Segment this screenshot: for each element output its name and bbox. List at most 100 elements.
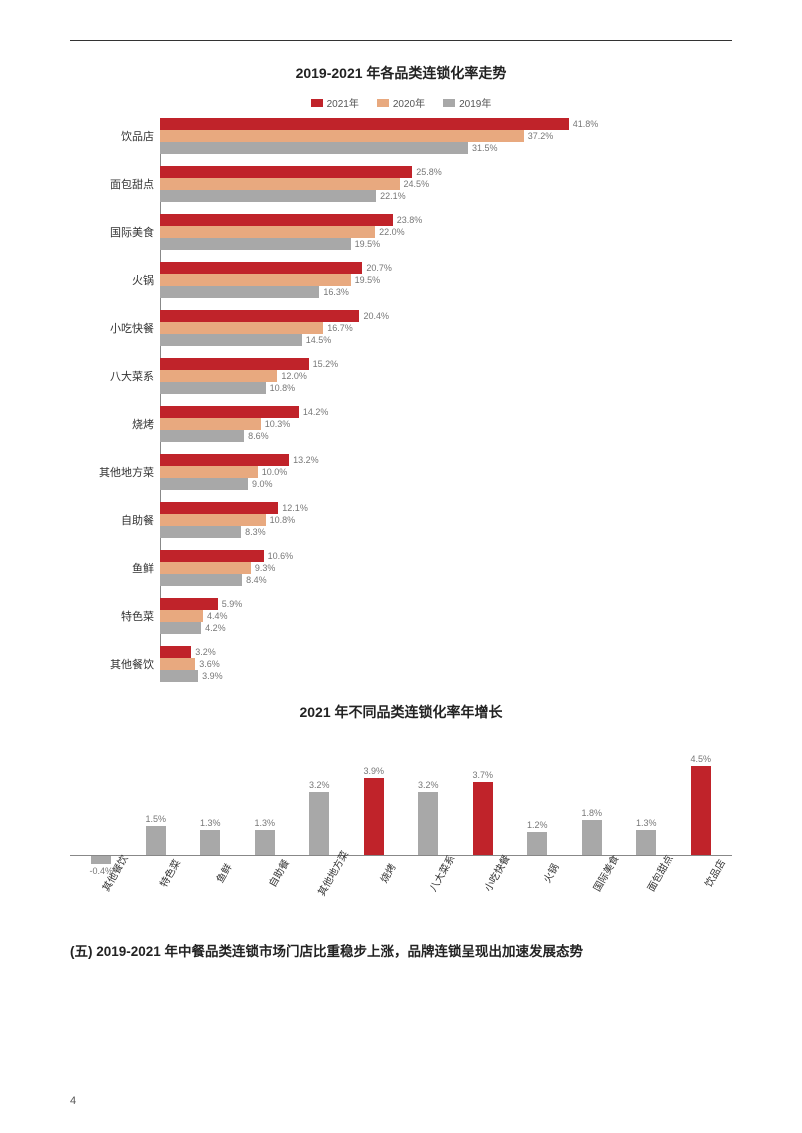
hbar-category-label: 其他地方菜: [70, 464, 154, 480]
hbar-group: 自助餐12.1%10.8%8.3%: [160, 502, 732, 538]
hbar-value: 8.4%: [246, 575, 267, 585]
hbar-group: 面包甜点25.8%24.5%22.1%: [160, 166, 732, 202]
hbar-group: 国际美食23.8%22.0%19.5%: [160, 214, 732, 250]
hbar-group: 小吃快餐20.4%16.7%14.5%: [160, 310, 732, 346]
hbar: 31.5%: [160, 142, 468, 154]
vbar-category-labels: 其他餐饮特色菜鱼鲜自助餐其他地方菜烧烤八大菜系小吃快餐火锅国际美食面包甜点饮品店: [70, 856, 732, 916]
hbar: 22.0%: [160, 226, 375, 238]
vbar-value: 3.2%: [309, 780, 330, 790]
legend-label-2020: 2020年: [393, 95, 425, 110]
hbar-group: 火锅20.7%19.5%16.3%: [160, 262, 732, 298]
hbar-value: 3.6%: [199, 659, 220, 669]
hbar: 20.4%: [160, 310, 359, 322]
hbar: 14.2%: [160, 406, 299, 418]
hbar: 22.1%: [160, 190, 376, 202]
hbar-category-label: 面包甜点: [70, 176, 154, 192]
hbar: 14.5%: [160, 334, 302, 346]
hbar: 41.8%: [160, 118, 569, 130]
hbar-value: 3.9%: [202, 671, 223, 681]
hbar-value: 22.0%: [379, 227, 405, 237]
hbar: 12.1%: [160, 502, 278, 514]
vbar: 1.3%: [200, 830, 220, 856]
vbar: 1.2%: [527, 832, 547, 856]
hbar-bars: 14.2%10.3%8.6%: [160, 406, 732, 442]
hbar-value: 3.2%: [195, 647, 216, 657]
hbar-value: 13.2%: [293, 455, 319, 465]
bottom-chart-plot: -0.4%1.5%1.3%1.3%3.2%3.9%3.2%3.7%1.2%1.8…: [70, 736, 732, 916]
hbar-value: 19.5%: [355, 275, 381, 285]
hbar: 3.2%: [160, 646, 191, 658]
hbar-group: 其他餐饮3.2%3.6%3.9%: [160, 646, 732, 682]
hbar-category-label: 火锅: [70, 272, 154, 288]
hbar-value: 25.8%: [416, 167, 442, 177]
hbar-bars: 20.4%16.7%14.5%: [160, 310, 732, 346]
hbar-value: 15.2%: [313, 359, 339, 369]
hbar: 4.4%: [160, 610, 203, 622]
hbar-category-label: 烧烤: [70, 416, 154, 432]
hbar-value: 19.5%: [355, 239, 381, 249]
hbar: 12.0%: [160, 370, 277, 382]
hbar-value: 10.8%: [270, 515, 296, 525]
legend-label-2021: 2021年: [327, 95, 359, 110]
vbar: 3.2%: [418, 792, 438, 856]
hbar-value: 41.8%: [573, 119, 599, 129]
hbar-value: 4.2%: [205, 623, 226, 633]
hbar: 37.2%: [160, 130, 524, 142]
vbar-value: 3.9%: [363, 766, 384, 776]
hbar-category-label: 小吃快餐: [70, 320, 154, 336]
hbar: 3.6%: [160, 658, 195, 670]
hbar-value: 10.3%: [265, 419, 291, 429]
vbar-value: 1.3%: [254, 818, 275, 828]
hbar: 8.6%: [160, 430, 244, 442]
hbar-value: 24.5%: [404, 179, 430, 189]
top-chart-title: 2019-2021 年各品类连锁化率走势: [70, 63, 732, 83]
hbar-category-label: 自助餐: [70, 512, 154, 528]
vbar-value: 3.7%: [472, 770, 493, 780]
hbar: 9.3%: [160, 562, 251, 574]
hbar: 4.2%: [160, 622, 201, 634]
hbar-value: 8.6%: [248, 431, 269, 441]
vbar-value: 1.3%: [636, 818, 657, 828]
vbar: 1.3%: [636, 830, 656, 856]
hbar-value: 8.3%: [245, 527, 266, 537]
legend-item-2021: 2021年: [311, 95, 359, 110]
top-chart-legend: 2021年 2020年 2019年: [70, 95, 732, 110]
hbar-bars: 23.8%22.0%19.5%: [160, 214, 732, 250]
hbar-value: 37.2%: [528, 131, 554, 141]
vbar: 3.2%: [309, 792, 329, 856]
hbar-category-label: 八大菜系: [70, 368, 154, 384]
hbar: 10.3%: [160, 418, 261, 430]
vbar-value: 4.5%: [690, 754, 711, 764]
hbar-bars: 13.2% 10.0% 9.0%: [160, 454, 732, 490]
top-chart-plot: 饮品店41.8%37.2%31.5%面包甜点25.8%24.5%22.1%国际美…: [70, 118, 732, 682]
legend-swatch-2019: [443, 99, 455, 107]
vbar: 3.7%: [473, 782, 493, 856]
hbar: 16.7%: [160, 322, 323, 334]
vbar: 3.9%: [364, 778, 384, 856]
hbar-category-label: 其他餐饮: [70, 656, 154, 672]
hbar-category-label: 鱼鲜: [70, 560, 154, 576]
hbar-value: 9.0%: [252, 479, 273, 489]
hbar-value: 9.3%: [255, 563, 276, 573]
hbar-category-label: 饮品店: [70, 128, 154, 144]
hbar-value: 10.8%: [270, 383, 296, 393]
hbar-bars: 20.7%19.5%16.3%: [160, 262, 732, 298]
hbar: 19.5%: [160, 238, 351, 250]
hbar-bars: 5.9%4.4%4.2%: [160, 598, 732, 634]
hbar-value: 4.4%: [207, 611, 228, 621]
hbar: 10.8%: [160, 382, 266, 394]
top-rule: [70, 40, 732, 41]
hbar-group: 鱼鲜10.6%9.3%8.4%: [160, 550, 732, 586]
hbar-group: 八大菜系15.2%12.0%10.8%: [160, 358, 732, 394]
hbar: 23.8%: [160, 214, 393, 226]
hbar-value: 10.0%: [262, 467, 288, 477]
hbar: 5.9%: [160, 598, 218, 610]
hbar-value: 22.1%: [380, 191, 406, 201]
hbar: 20.7%: [160, 262, 362, 274]
hbar-group: 特色菜5.9%4.4%4.2%: [160, 598, 732, 634]
vbar-value: 1.5%: [145, 814, 166, 824]
vbar-value: 1.8%: [581, 808, 602, 818]
legend-item-2020: 2020年: [377, 95, 425, 110]
hbar: 8.4%: [160, 574, 242, 586]
vbar-value: 1.2%: [527, 820, 548, 830]
